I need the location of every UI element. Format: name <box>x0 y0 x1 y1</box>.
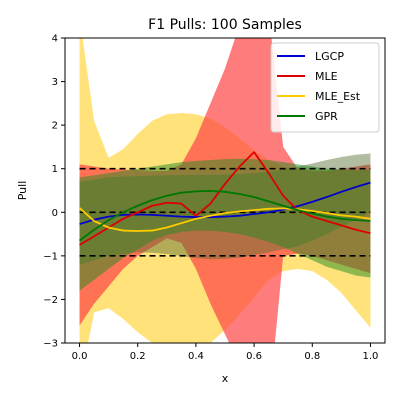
lgcp-legend-label: LGCP <box>315 50 344 63</box>
y-tick-label: 0 <box>52 208 58 219</box>
plot-frame <box>64 37 386 344</box>
y-tick-label: 2 <box>52 121 58 132</box>
lgcp-line <box>79 181 371 225</box>
y-tick-label: 1 <box>52 164 58 175</box>
x-axis-ticks: 0.0 0.2 0.4 0.6 0.8 1.0 <box>72 343 379 362</box>
chart-title: F1 Pulls: 100 Samples <box>148 17 302 33</box>
y-tick-label: −1 <box>43 251 58 262</box>
x-axis-label: x <box>222 372 229 385</box>
mle-line <box>79 151 371 246</box>
x-tick-label: 0.2 <box>130 351 146 362</box>
y-tick-label: −3 <box>43 339 58 350</box>
x-tick-label: 0.4 <box>188 351 204 362</box>
x-tick-label: 1.0 <box>363 351 379 362</box>
y-tick-label: −2 <box>43 295 58 306</box>
gpr-legend-label: GPR <box>315 110 338 123</box>
x-tick-label: 0.6 <box>246 351 262 362</box>
mle-est-legend-label: MLE_Est <box>315 90 361 103</box>
mle-legend-label: MLE <box>315 70 338 83</box>
mle-est-line <box>78 207 371 232</box>
gpr-band <box>79 158 371 291</box>
x-tick-label: 0.0 <box>72 351 88 362</box>
legend-box <box>270 42 380 133</box>
legend: LGCP MLE MLE_Est GPR <box>270 42 380 133</box>
gpr-line <box>79 190 371 242</box>
x-tick-label: 0.8 <box>304 351 320 362</box>
confidence-bands <box>79 38 371 343</box>
y-axis-label: Pull <box>16 181 29 201</box>
y-tick-label: 4 <box>52 34 58 45</box>
y-tick-label: 3 <box>52 77 58 88</box>
series-lines <box>78 151 371 246</box>
y-axis-ticks: −3 −2 −1 0 1 2 3 4 <box>43 34 65 350</box>
